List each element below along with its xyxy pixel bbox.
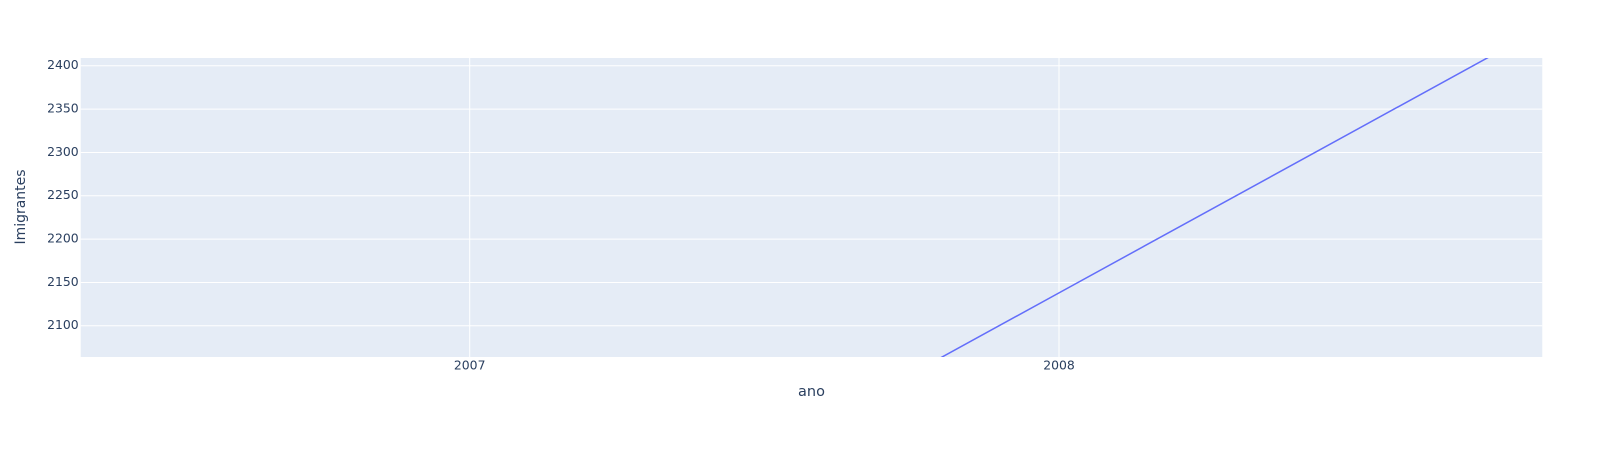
x-axis-title: ano (798, 384, 825, 400)
x-tick-label: 2008 (1043, 359, 1075, 373)
y-axis-title: Imigrantes (13, 169, 29, 244)
y-tick-label: 2100 (47, 318, 79, 332)
y-tick-label: 2350 (47, 102, 79, 116)
y-tick-label: 2250 (47, 188, 79, 202)
y-tick-label: 2400 (47, 58, 79, 72)
y-tick-label: 2200 (47, 232, 79, 246)
y-tick-label: 2300 (47, 145, 79, 159)
x-tick-label: 2007 (454, 359, 486, 373)
line-series (940, 58, 1489, 357)
plot-area (80, 58, 1543, 357)
y-tick-label: 2150 (47, 275, 79, 289)
